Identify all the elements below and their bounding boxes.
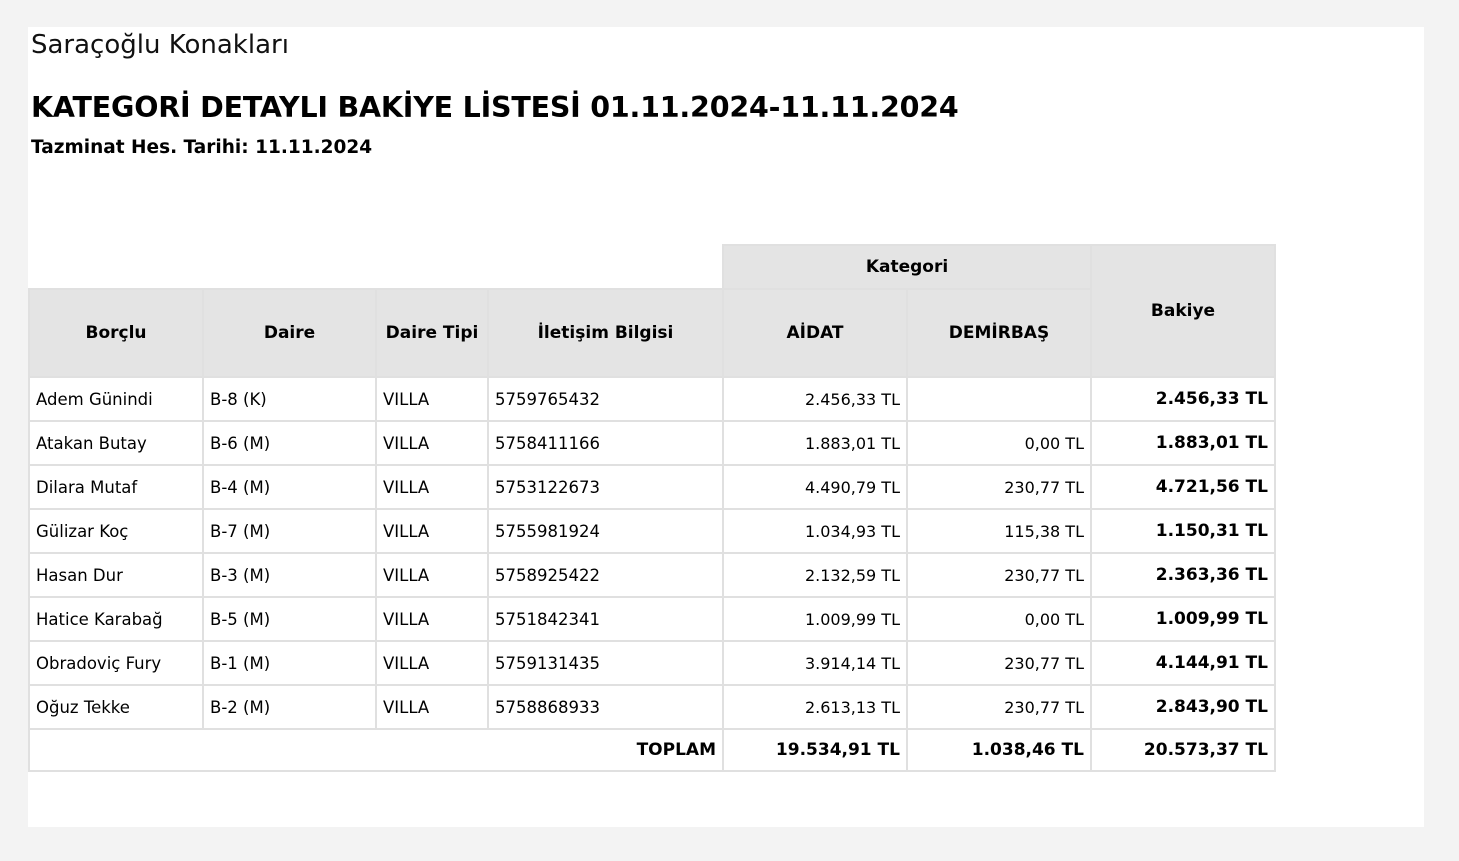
total-balance: 20.573,37 TL	[1090, 728, 1276, 772]
cell-contact: 5753122673	[487, 464, 724, 510]
header-spacer	[29, 245, 723, 290]
total-row: TOPLAM 19.534,91 TL 1.038,46 TL 20.573,3…	[28, 728, 1276, 772]
cell-unit-type: VILLA	[375, 420, 489, 466]
cell-unit: B-4 (M)	[202, 464, 377, 510]
company-name: Saraçoğlu Konakları	[31, 30, 289, 60]
cell-contact: 5751842341	[487, 596, 724, 642]
cell-unit: B-3 (M)	[202, 552, 377, 598]
table-row: Oğuz Tekke B-2 (M) VILLA 5758868933 2.61…	[28, 684, 1276, 730]
table-row: Atakan Butay B-6 (M) VILLA 5758411166 1.…	[28, 420, 1276, 466]
cell-contact: 5759765432	[487, 376, 724, 422]
compensation-date: Tazminat Hes. Tarihi: 11.11.2024	[31, 137, 373, 158]
cell-balance: 2.843,90 TL	[1090, 684, 1276, 730]
cell-contact: 5755981924	[487, 508, 724, 554]
total-dues: 19.534,91 TL	[722, 728, 908, 772]
cell-dues: 2.132,59 TL	[722, 552, 908, 598]
cell-fixtures: 115,38 TL	[906, 508, 1092, 554]
cell-dues: 2.613,13 TL	[722, 684, 908, 730]
report-title: KATEGORİ DETAYLI BAKİYE LİSTESİ 01.11.20…	[31, 91, 959, 124]
cell-unit: B-5 (M)	[202, 596, 377, 642]
table-header-group-row: Kategori Bakiye	[29, 244, 1276, 378]
header-fixtures: DEMİRBAŞ	[906, 288, 1092, 378]
header-category: Kategori	[722, 244, 1092, 290]
cell-unit-type: VILLA	[375, 376, 489, 422]
cell-contact: 5758868933	[487, 684, 724, 730]
cell-debtor: Dilara Mutaf	[28, 464, 204, 510]
cell-dues: 3.914,14 TL	[722, 640, 908, 686]
cell-unit-type: VILLA	[375, 508, 489, 554]
cell-fixtures: 0,00 TL	[906, 420, 1092, 466]
cell-debtor: Hatice Karabağ	[28, 596, 204, 642]
table-row: Hatice Karabağ B-5 (M) VILLA 5751842341 …	[28, 596, 1276, 642]
cell-unit-type: VILLA	[375, 640, 489, 686]
cell-balance: 2.363,36 TL	[1090, 552, 1276, 598]
cell-balance: 1.009,99 TL	[1090, 596, 1276, 642]
cell-contact: 5758925422	[487, 552, 724, 598]
table-row: Dilara Mutaf B-4 (M) VILLA 5753122673 4.…	[28, 464, 1276, 510]
cell-fixtures: 230,77 TL	[906, 464, 1092, 510]
cell-balance: 2.456,33 TL	[1090, 376, 1276, 422]
cell-dues: 1.009,99 TL	[722, 596, 908, 642]
cell-debtor: Hasan Dur	[28, 552, 204, 598]
cell-contact: 5759131435	[487, 640, 724, 686]
cell-unit: B-7 (M)	[202, 508, 377, 554]
cell-debtor: Atakan Butay	[28, 420, 204, 466]
cell-dues: 4.490,79 TL	[722, 464, 908, 510]
cell-unit-type: VILLA	[375, 464, 489, 510]
table-header-row: Borçlu Daire Daire Tipi İletişim Bilgisi…	[28, 288, 1275, 378]
cell-unit: B-1 (M)	[202, 640, 377, 686]
table-row: Adem Günindi B-8 (K) VILLA 5759765432 2.…	[28, 376, 1276, 422]
cell-debtor: Oğuz Tekke	[28, 684, 204, 730]
header-debtor: Borçlu	[28, 288, 204, 378]
cell-dues: 1.883,01 TL	[722, 420, 908, 466]
header-balance: Bakiye	[1090, 244, 1276, 378]
table-row: Gülizar Koç B-7 (M) VILLA 5755981924 1.0…	[28, 508, 1276, 554]
cell-dues: 1.034,93 TL	[722, 508, 908, 554]
total-fixtures: 1.038,46 TL	[906, 728, 1092, 772]
header-dues: AİDAT	[722, 288, 908, 378]
cell-debtor: Obradoviç Fury	[28, 640, 204, 686]
cell-fixtures: 230,77 TL	[906, 552, 1092, 598]
cell-unit: B-8 (K)	[202, 376, 377, 422]
cell-debtor: Gülizar Koç	[28, 508, 204, 554]
total-label: TOPLAM	[28, 728, 724, 772]
cell-fixtures: 230,77 TL	[906, 684, 1092, 730]
cell-unit-type: VILLA	[375, 552, 489, 598]
cell-debtor: Adem Günindi	[28, 376, 204, 422]
cell-dues: 2.456,33 TL	[722, 376, 908, 422]
header-unit: Daire	[202, 288, 377, 378]
table-row: Hasan Dur B-3 (M) VILLA 5758925422 2.132…	[28, 552, 1276, 598]
cell-unit: B-6 (M)	[202, 420, 377, 466]
table-row: Obradoviç Fury B-1 (M) VILLA 5759131435 …	[28, 640, 1276, 686]
cell-unit-type: VILLA	[375, 684, 489, 730]
header-contact: İletişim Bilgisi	[487, 288, 724, 378]
header-unit-type: Daire Tipi	[375, 288, 489, 378]
cell-balance: 4.721,56 TL	[1090, 464, 1276, 510]
cell-fixtures	[906, 376, 1092, 422]
cell-fixtures: 0,00 TL	[906, 596, 1092, 642]
cell-fixtures: 230,77 TL	[906, 640, 1092, 686]
cell-unit: B-2 (M)	[202, 684, 377, 730]
balance-table: Kategori Bakiye Borçlu Daire Daire Tipi …	[28, 244, 1276, 772]
cell-unit-type: VILLA	[375, 596, 489, 642]
cell-balance: 1.883,01 TL	[1090, 420, 1276, 466]
cell-contact: 5758411166	[487, 420, 724, 466]
cell-balance: 4.144,91 TL	[1090, 640, 1276, 686]
cell-balance: 1.150,31 TL	[1090, 508, 1276, 554]
report-page: Saraçoğlu Konakları KATEGORİ DETAYLI BAK…	[28, 27, 1424, 827]
